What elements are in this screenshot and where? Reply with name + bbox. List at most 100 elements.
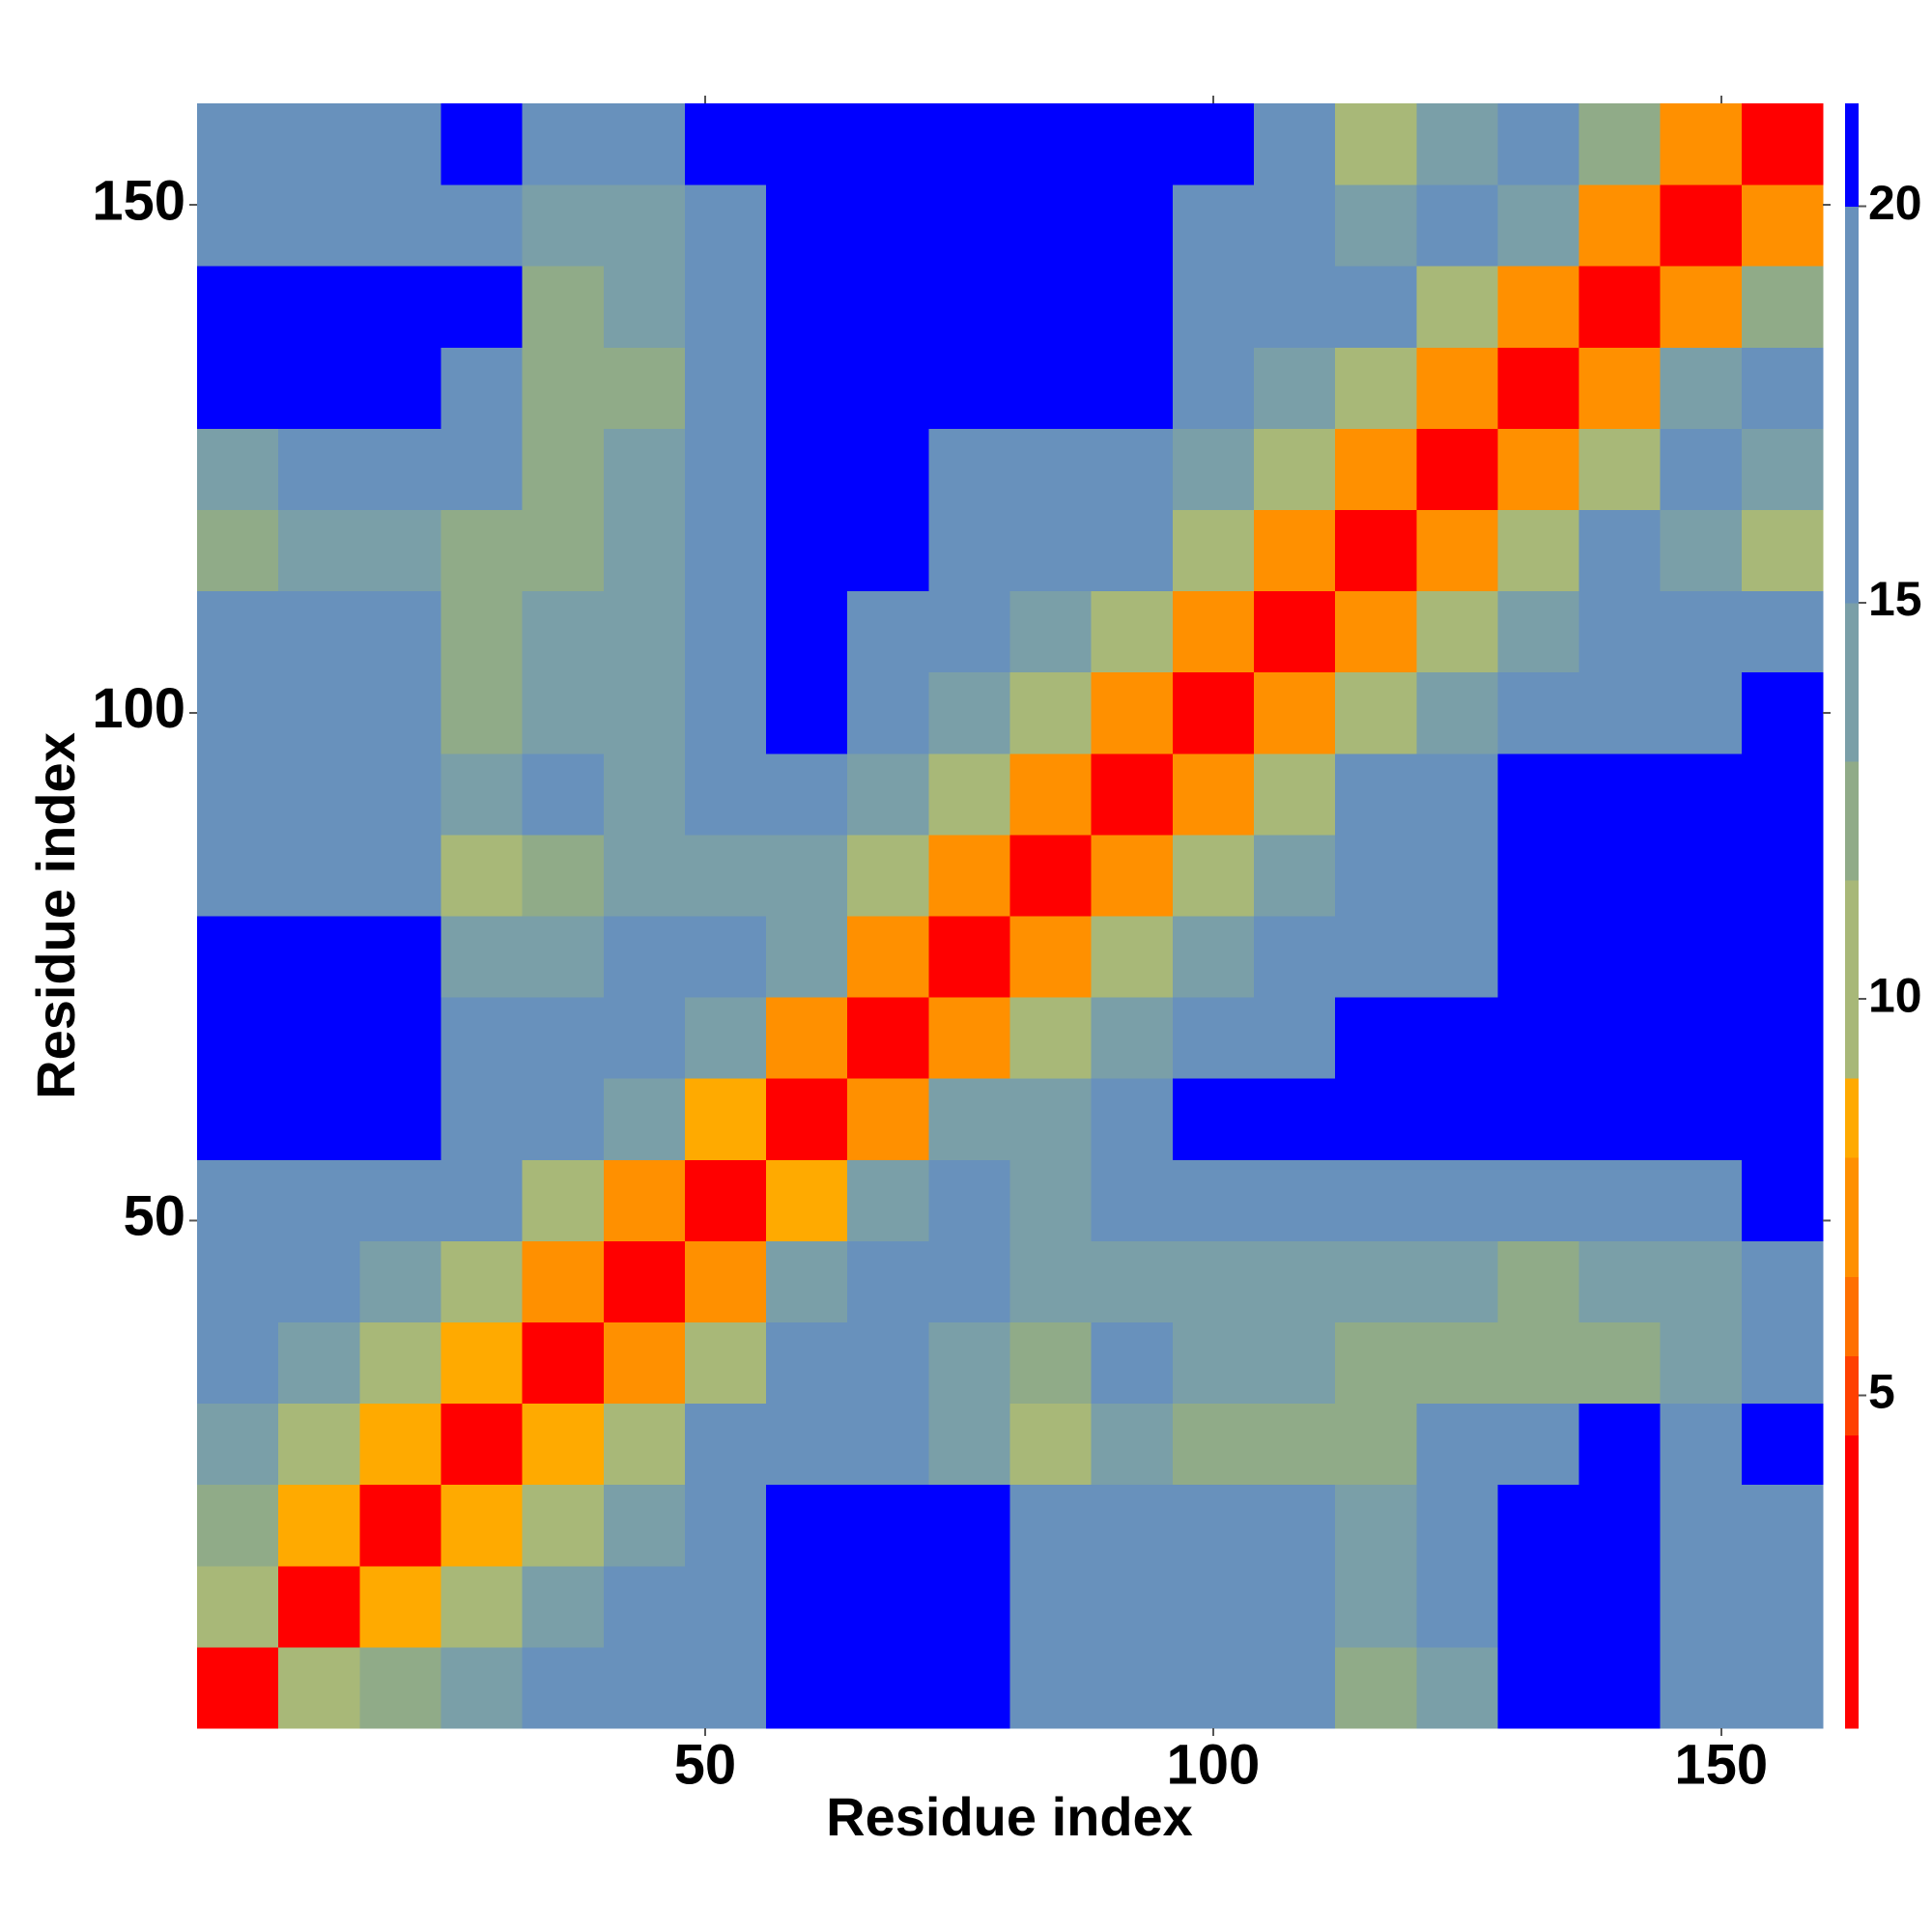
heatmap-cell [847, 1403, 929, 1486]
heatmap-cell [440, 1321, 524, 1405]
heatmap-cell [1172, 103, 1255, 185]
heatmap-cell [603, 1403, 686, 1486]
heatmap-cell [278, 590, 360, 673]
heatmap-cell [359, 1403, 441, 1486]
heatmap-cell [684, 1403, 767, 1486]
heatmap-cell [440, 1159, 524, 1241]
heatmap-cell [684, 1484, 767, 1567]
heatmap-cell [928, 266, 1010, 348]
heatmap-cell [1009, 834, 1093, 917]
heatmap-cell [684, 916, 767, 998]
heatmap-cell [684, 1565, 767, 1648]
heatmap-cell [440, 103, 524, 185]
heatmap-cell [1741, 1403, 1824, 1486]
heatmap-cell [1416, 509, 1498, 592]
heatmap-cell [1009, 185, 1093, 267]
heatmap-cell [847, 834, 929, 917]
heatmap-cell [1741, 1646, 1824, 1729]
y-tick-label: 50 [123, 1185, 185, 1248]
heatmap-cell [1335, 834, 1417, 917]
heatmap-cell [278, 266, 360, 348]
heatmap-cell [1578, 997, 1662, 1079]
heatmap-cell [1578, 916, 1662, 998]
heatmap-cell [1335, 916, 1417, 998]
heatmap-cell [684, 1321, 767, 1405]
heatmap-cell [1091, 266, 1174, 348]
heatmap-cell [1660, 103, 1743, 185]
heatmap-cell [1172, 1078, 1255, 1160]
heatmap-cell [766, 103, 848, 185]
heatmap-cell [1660, 916, 1743, 998]
heatmap-cell [197, 185, 279, 267]
heatmap-cell [766, 997, 848, 1079]
heatmap-cell [1660, 1565, 1743, 1648]
heatmap-cell [359, 1078, 441, 1160]
heatmap-cell [1335, 997, 1417, 1079]
colorbar-band [1845, 1157, 1859, 1277]
heatmap-cell [1660, 1078, 1743, 1160]
heatmap-cell [1335, 590, 1417, 673]
heatmap-cell [1660, 753, 1743, 836]
heatmap-cell [1172, 1484, 1255, 1567]
heatmap-cell [1416, 266, 1498, 348]
heatmap-cell [766, 266, 848, 348]
heatmap-cell [766, 509, 848, 592]
heatmap-cell [1172, 916, 1255, 998]
heatmap-cell [278, 185, 360, 267]
heatmap-cell [1172, 1565, 1255, 1648]
heatmap-cell [1091, 1240, 1174, 1322]
heatmap-cell [1416, 347, 1498, 429]
heatmap-cell [359, 347, 441, 429]
heatmap-cell [1253, 753, 1336, 836]
heatmap-cell [1253, 834, 1336, 917]
heatmap-cell [847, 1321, 929, 1405]
heatmap-cell [522, 103, 605, 185]
heatmap-cell [197, 509, 279, 592]
heatmap-cell [522, 834, 605, 917]
heatmap-cell [603, 753, 686, 836]
heatmap-cell [603, 509, 686, 592]
heatmap-cell [766, 1078, 848, 1160]
heatmap-cell [766, 753, 848, 836]
heatmap-cell [684, 1646, 767, 1729]
heatmap-cell [1253, 428, 1336, 510]
heatmap-cell [1009, 1078, 1093, 1160]
heatmap-cell [359, 1646, 441, 1729]
heatmap-cell [278, 916, 360, 998]
heatmap-cell [1253, 1240, 1336, 1322]
heatmap-cell [197, 347, 279, 429]
heatmap-cell [522, 1565, 605, 1648]
heatmap-cell [1660, 1240, 1743, 1322]
heatmap-cell [1335, 1078, 1417, 1160]
heatmap-cell [1172, 1321, 1255, 1405]
heatmap-cell [1253, 916, 1336, 998]
heatmap-cell [766, 347, 848, 429]
heatmap-cell [1009, 428, 1093, 510]
heatmap-cell [684, 428, 767, 510]
heatmap-cell [1416, 753, 1498, 836]
heatmap-cell [847, 1159, 929, 1241]
heatmap-cell [522, 1078, 605, 1160]
heatmap-cell [440, 916, 524, 998]
heatmap-cell [1660, 1484, 1743, 1567]
heatmap-cell [847, 103, 929, 185]
heatmap-cell [440, 1646, 524, 1729]
heatmap-cell [766, 1646, 848, 1729]
heatmap-cell [1416, 185, 1498, 267]
heatmap-cell [278, 1403, 360, 1486]
heatmap-cell [603, 1484, 686, 1567]
heatmap-cell [1497, 428, 1580, 510]
heatmap-cell [928, 997, 1010, 1079]
heatmap-cell [278, 671, 360, 754]
heatmap-cell [1335, 1565, 1417, 1648]
heatmap-cell [1741, 103, 1824, 185]
heatmap-cell [522, 590, 605, 673]
heatmap-cell [1660, 266, 1743, 348]
x-tick-label: 50 [674, 1733, 737, 1796]
heatmap-cell [847, 509, 929, 592]
heatmap-cell [278, 1159, 360, 1241]
colorbar-band [1845, 880, 1859, 1079]
heatmap-cell [522, 509, 605, 592]
heatmap-cell [1497, 1565, 1580, 1648]
heatmap-cell [1253, 1484, 1336, 1567]
